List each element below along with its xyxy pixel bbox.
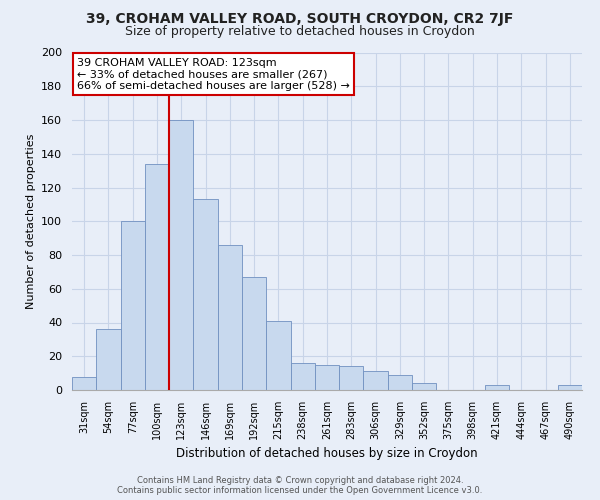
Bar [169,120,193,390]
Text: 39, CROHAM VALLEY ROAD, SOUTH CROYDON, CR2 7JF: 39, CROHAM VALLEY ROAD, SOUTH CROYDON, C… [86,12,514,26]
Bar [121,221,145,390]
Bar [218,245,242,390]
Bar [412,383,436,390]
Bar [290,363,315,390]
Bar [96,329,121,390]
Y-axis label: Number of detached properties: Number of detached properties [26,134,35,309]
Bar [266,321,290,390]
Text: Contains HM Land Registry data © Crown copyright and database right 2024.
Contai: Contains HM Land Registry data © Crown c… [118,476,482,495]
Bar [339,366,364,390]
Bar [193,200,218,390]
Text: Size of property relative to detached houses in Croydon: Size of property relative to detached ho… [125,25,475,38]
Bar [485,385,509,390]
Bar [388,375,412,390]
Bar [315,364,339,390]
Bar [72,376,96,390]
Text: 39 CROHAM VALLEY ROAD: 123sqm
← 33% of detached houses are smaller (267)
66% of : 39 CROHAM VALLEY ROAD: 123sqm ← 33% of d… [77,58,350,91]
Bar [558,385,582,390]
Bar [145,164,169,390]
Bar [242,277,266,390]
X-axis label: Distribution of detached houses by size in Croydon: Distribution of detached houses by size … [176,448,478,460]
Bar [364,372,388,390]
